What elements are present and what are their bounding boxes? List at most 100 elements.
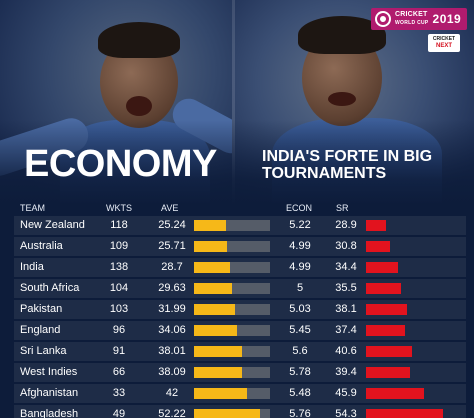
econ-cell: 5.76 [289, 408, 311, 418]
left-player-photo [0, 0, 253, 205]
world-cup-line1: CRICKET [395, 11, 428, 18]
ave-bar-track [194, 367, 270, 378]
sr-bar-track [366, 220, 456, 231]
sr-cell: 54.3 [335, 408, 357, 418]
sr-cell: 38.1 [335, 303, 357, 315]
team-cell: Pakistan [20, 303, 63, 315]
sr-cell: 35.5 [335, 282, 357, 294]
world-cup-line2: WORLD CUP [395, 20, 429, 26]
sr-bar-track [366, 283, 456, 294]
ave-bar-track [194, 346, 270, 357]
ave-cell: 29.63 [158, 282, 186, 294]
team-cell: South Africa [20, 282, 80, 294]
team-cell: New Zealand [20, 219, 85, 231]
team-cell: England [20, 324, 61, 336]
table-header-row: TEAM WKTS AVE ECON SR [14, 200, 466, 216]
sr-bar-track [366, 304, 456, 315]
ave-bar-track [194, 409, 270, 418]
econ-cell: 5.78 [289, 366, 311, 378]
ave-cell: 31.99 [158, 303, 186, 315]
player-photo-banner [0, 0, 474, 205]
photo-gradient-overlay [0, 120, 474, 205]
left-player-mouth [126, 96, 152, 116]
sr-bar-track [366, 409, 456, 418]
ave-bar-track [194, 325, 270, 336]
sr-cell: 28.9 [335, 219, 357, 231]
table-row: Afghanistan 33 42 5.48 45.9 [14, 384, 466, 403]
team-cell: Bangladesh [20, 408, 79, 418]
wkts-cell: 109 [109, 240, 129, 252]
headline-subtitle: INDIA'S FORTE IN BIG TOURNAMENTS [262, 148, 433, 182]
econ-cell: 4.99 [289, 261, 311, 273]
table-row: New Zealand 118 25.24 5.22 28.9 [14, 216, 466, 235]
wkts-cell: 33 [112, 387, 126, 399]
econ-cell: 5.22 [289, 219, 311, 231]
ave-cell: 52.22 [158, 408, 186, 418]
econ-cell: 4.99 [289, 240, 311, 252]
header-team: TEAM [20, 203, 46, 213]
ave-cell: 28.7 [161, 261, 183, 273]
econ-cell: 5.48 [289, 387, 311, 399]
sr-cell: 30.8 [335, 240, 357, 252]
ave-cell: 42 [165, 387, 179, 399]
sr-bar [366, 388, 424, 399]
ave-bar [194, 262, 230, 273]
ave-bar-track [194, 220, 270, 231]
cricket-next-line1: CRICKET [432, 36, 456, 42]
team-cell: Sri Lanka [20, 345, 67, 357]
ave-bar [194, 304, 235, 315]
wkts-cell: 104 [109, 282, 129, 294]
header-wkts: WKTS [106, 203, 132, 213]
table-row: Bangladesh 49 52.22 5.76 54.3 [14, 405, 466, 418]
sr-bar-track [366, 325, 456, 336]
ave-bar [194, 241, 227, 252]
sr-bar [366, 325, 405, 336]
wkts-cell: 118 [110, 219, 128, 231]
sr-bar [366, 241, 390, 252]
ave-cell: 25.71 [158, 240, 186, 252]
world-cup-year: 2019 [432, 12, 462, 26]
table-row: England 96 34.06 5.45 37.4 [14, 321, 466, 340]
sr-bar [366, 220, 386, 231]
sr-cell: 40.6 [335, 345, 357, 357]
econ-cell: 5.45 [289, 324, 311, 336]
table-row: Australia 109 25.71 4.99 30.8 [14, 237, 466, 256]
sr-cell: 37.4 [335, 324, 357, 336]
ave-bar [194, 325, 237, 336]
wkts-cell: 138 [109, 261, 129, 273]
ave-cell: 38.01 [158, 345, 186, 357]
sr-bar-track [366, 262, 456, 273]
ave-bar [194, 367, 242, 378]
sr-bar-track [366, 367, 456, 378]
right-player-mouth [328, 92, 356, 106]
header-econ: ECON [286, 203, 313, 213]
ave-bar-track [194, 262, 270, 273]
wkts-cell: 66 [112, 366, 126, 378]
table-row: Pakistan 103 31.99 5.03 38.1 [14, 300, 466, 319]
sr-bar-track [366, 388, 456, 399]
cricket-world-cup-logo: CRICKET WORLD CUP 2019 [371, 8, 467, 30]
photo-divider [232, 0, 235, 205]
ave-cell: 25.24 [158, 219, 186, 231]
team-cell: India [20, 261, 44, 273]
ave-bar-track [194, 388, 270, 399]
table-row: India 138 28.7 4.99 34.4 [14, 258, 466, 277]
ave-bar-track [194, 283, 270, 294]
left-player-hair [98, 22, 180, 58]
ave-bar [194, 283, 232, 294]
sr-bar [366, 283, 401, 294]
team-cell: Australia [20, 240, 63, 252]
wkts-cell: 103 [109, 303, 129, 315]
sr-bar [366, 367, 410, 378]
econ-cell: 5 [296, 282, 304, 294]
cricket-next-line2: NEXT [435, 43, 452, 49]
ave-bar [194, 346, 242, 357]
sr-bar-track [366, 241, 456, 252]
sr-bar [366, 262, 398, 273]
ave-bar [194, 388, 247, 399]
ave-bar [194, 409, 260, 418]
table-row: West Indies 66 38.09 5.78 39.4 [14, 363, 466, 382]
world-cup-wordmark: CRICKET WORLD CUP [395, 11, 429, 27]
wkts-cell: 91 [112, 345, 126, 357]
